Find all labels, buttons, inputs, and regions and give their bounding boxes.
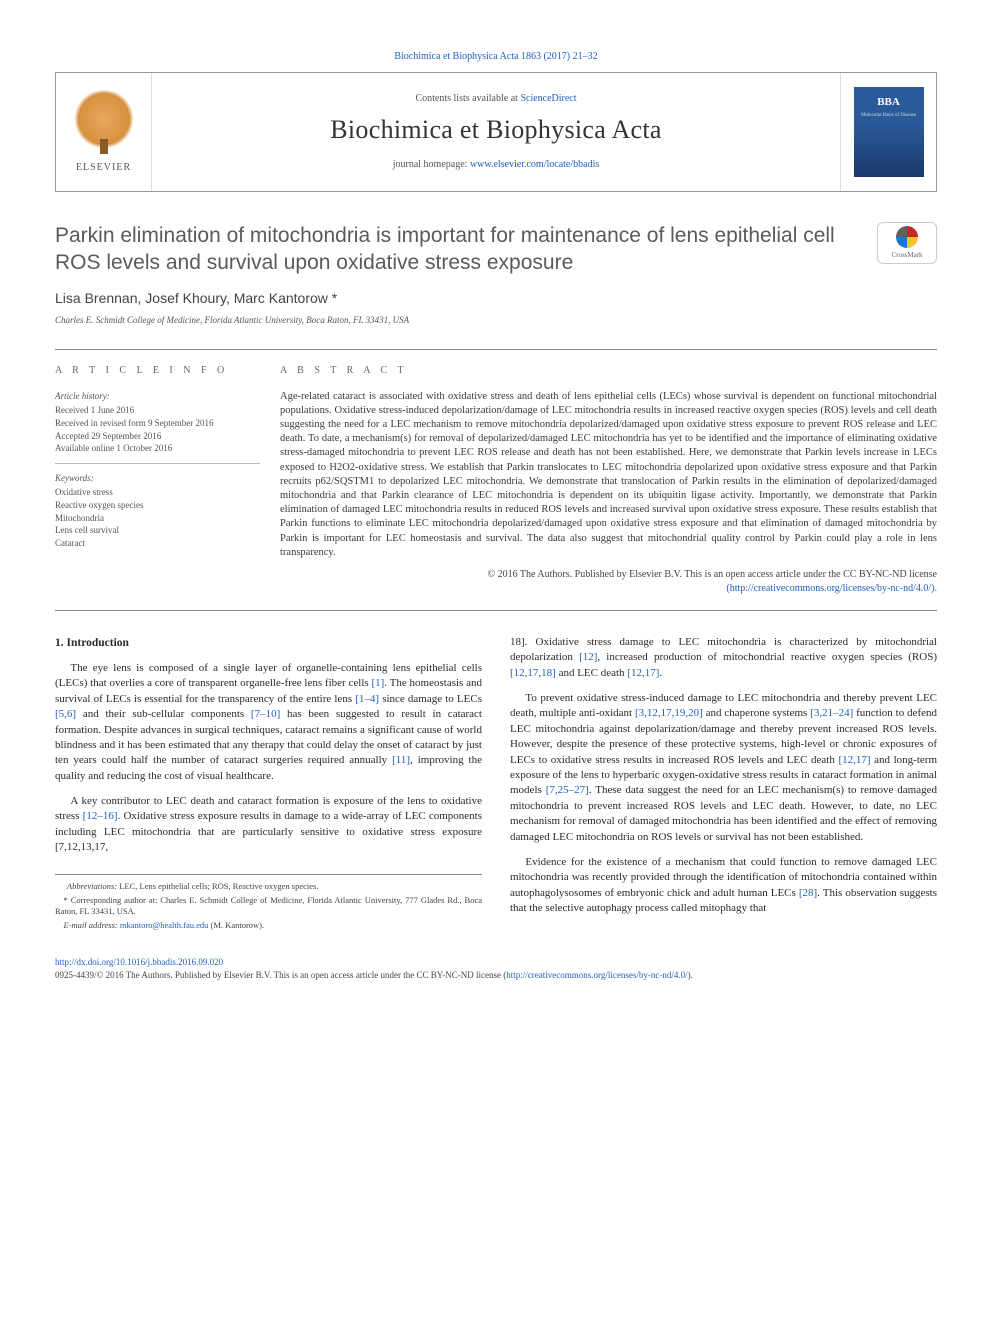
citation[interactable]: [7,25–27]: [546, 784, 589, 796]
article-info-heading: A R T I C L E I N F O: [55, 364, 260, 378]
top-citation-link[interactable]: Biochimica et Biophysica Acta 1863 (2017…: [394, 51, 597, 62]
publisher-logo-cell: ELSEVIER: [56, 73, 151, 191]
crossmark-badge[interactable]: CrossMark: [877, 222, 937, 264]
keywords-block: Keywords: Oxidative stress Reactive oxyg…: [55, 472, 260, 558]
email-link[interactable]: mkantoro@health.fau.edu: [118, 920, 209, 930]
elsevier-label: ELSEVIER: [76, 161, 131, 175]
top-citation: Biochimica et Biophysica Acta 1863 (2017…: [55, 50, 937, 64]
cover-cell: BBA Molecular Basis of Disease: [841, 73, 936, 191]
journal-homepage: journal homepage: www.elsevier.com/locat…: [393, 158, 600, 172]
citation[interactable]: [12–16]: [83, 810, 118, 822]
email-label: E-mail address:: [64, 920, 118, 930]
article-title: Parkin elimination of mitochondria is im…: [55, 222, 877, 277]
copyright-line: © 2016 The Authors. Published by Elsevie…: [488, 569, 937, 580]
journal-cover-thumb[interactable]: BBA Molecular Basis of Disease: [854, 87, 924, 177]
contents-line: Contents lists available at ScienceDirec…: [415, 92, 576, 106]
body-para: 18]. Oxidative stress damage to LEC mito…: [510, 635, 937, 681]
body-para: The eye lens is composed of a single lay…: [55, 661, 482, 784]
citation[interactable]: [28]: [799, 887, 817, 899]
cover-subtitle: Molecular Basis of Disease: [861, 112, 916, 119]
citation[interactable]: [1]: [371, 677, 384, 689]
keyword: Lens cell survival: [55, 524, 260, 537]
abbrev-label: Abbreviations:: [67, 881, 117, 891]
homepage-prefix: journal homepage:: [393, 159, 470, 170]
history-line: Available online 1 October 2016: [55, 442, 260, 455]
cover-bba-label: BBA: [877, 95, 900, 110]
journal-header: ELSEVIER Contents lists available at Sci…: [55, 72, 937, 192]
citation[interactable]: [12,17]: [627, 667, 659, 679]
article-info-col: A R T I C L E I N F O Article history: R…: [55, 364, 280, 596]
footer-license-link[interactable]: http://creativecommons.org/licenses/by-n…: [506, 970, 687, 980]
body-para: To prevent oxidative stress-induced dama…: [510, 691, 937, 845]
elsevier-logo[interactable]: ELSEVIER: [74, 89, 134, 175]
citation[interactable]: [3,21–24]: [810, 707, 853, 719]
abstract-copyright: © 2016 The Authors. Published by Elsevie…: [280, 568, 937, 596]
abstract-text: Age-related cataract is associated with …: [280, 390, 937, 560]
sciencedirect-link[interactable]: ScienceDirect: [520, 93, 576, 104]
keyword: Oxidative stress: [55, 486, 260, 499]
abstract-col: A B S T R A C T Age-related cataract is …: [280, 364, 937, 596]
body-col-right: 18]. Oxidative stress damage to LEC mito…: [510, 635, 937, 934]
footnotes: Abbreviations: LEC, Lens epithelial cell…: [55, 874, 482, 933]
history-line: Accepted 29 September 2016: [55, 430, 260, 443]
issn-suffix: ).: [688, 970, 693, 980]
body-columns: 1. Introduction The eye lens is composed…: [55, 635, 937, 934]
citation[interactable]: [12,17]: [838, 754, 870, 766]
homepage-link[interactable]: www.elsevier.com/locate/bbadis: [470, 159, 599, 170]
citation[interactable]: [11]: [392, 754, 410, 766]
history-label: Article history:: [55, 390, 260, 403]
keywords-label: Keywords:: [55, 472, 260, 485]
abstract-heading: A B S T R A C T: [280, 364, 937, 378]
citation[interactable]: [1–4]: [355, 693, 379, 705]
corresponding-footnote: * Corresponding author at: Charles E. Sc…: [55, 895, 482, 919]
article-history-block: Article history: Received 1 June 2016 Re…: [55, 390, 260, 464]
citation[interactable]: [7–10]: [251, 708, 280, 720]
history-line: Received in revised form 9 September 201…: [55, 417, 260, 430]
keyword: Reactive oxygen species: [55, 499, 260, 512]
license-link[interactable]: (http://creativecommons.org/licenses/by-…: [726, 583, 937, 594]
keyword: Cataract: [55, 537, 260, 550]
journal-name: Biochimica et Biophysica Acta: [330, 112, 661, 148]
abbrev-footnote: Abbreviations: LEC, Lens epithelial cell…: [55, 881, 482, 893]
journal-header-center: Contents lists available at ScienceDirec…: [151, 73, 841, 191]
elsevier-tree-icon: [74, 89, 134, 149]
keyword: Mitochondria: [55, 512, 260, 525]
crossmark-icon: [896, 226, 918, 248]
history-line: Received 1 June 2016: [55, 404, 260, 417]
citation[interactable]: [5,6]: [55, 708, 76, 720]
affiliation: Charles E. Schmidt College of Medicine, …: [55, 314, 937, 327]
meta-abstract-row: A R T I C L E I N F O Article history: R…: [55, 349, 937, 611]
issn-line: 0925-4439/© 2016 The Authors. Published …: [55, 970, 506, 980]
citation[interactable]: [12]: [579, 651, 597, 663]
contents-prefix: Contents lists available at: [415, 93, 520, 104]
crossmark-label: CrossMark: [891, 251, 922, 261]
citation[interactable]: [12,17,18]: [510, 667, 556, 679]
body-para: A key contributor to LEC death and catar…: [55, 794, 482, 856]
authors: Lisa Brennan, Josef Khoury, Marc Kantoro…: [55, 289, 937, 309]
email-footnote: E-mail address: mkantoro@health.fau.edu …: [55, 920, 482, 932]
citation[interactable]: [3,12,17,19,20]: [635, 707, 703, 719]
page-footer: http://dx.doi.org/10.1016/j.bbadis.2016.…: [55, 956, 937, 981]
body-col-left: 1. Introduction The eye lens is composed…: [55, 635, 482, 934]
body-para: Evidence for the existence of a mechanis…: [510, 855, 937, 917]
section-heading-intro: 1. Introduction: [55, 635, 482, 651]
doi-link[interactable]: http://dx.doi.org/10.1016/j.bbadis.2016.…: [55, 957, 223, 967]
